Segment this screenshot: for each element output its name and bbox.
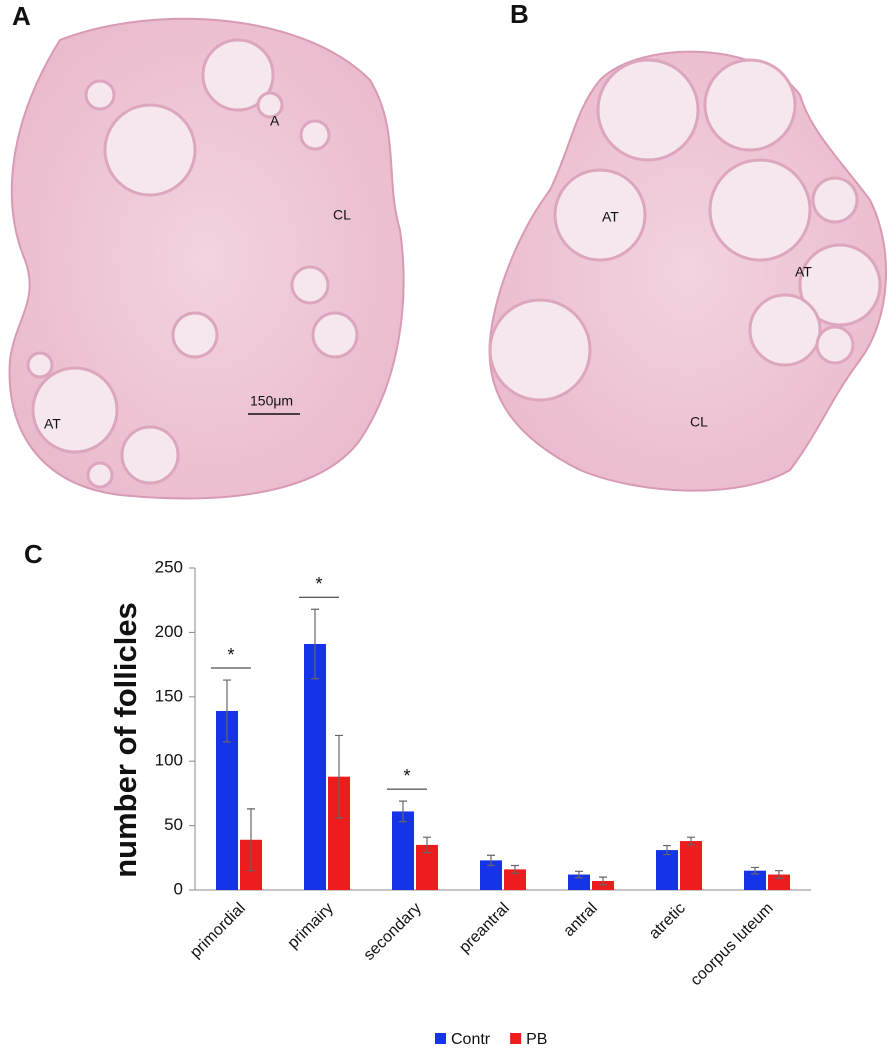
x-tick-label: primairy [285,900,337,952]
y-tick-label: 200 [155,622,183,641]
error-bar [575,870,583,879]
bar [592,880,614,890]
error-bar [687,836,695,846]
scale-bar-label: 150μm [250,393,293,409]
y-tick-label: 50 [164,815,183,834]
x-tick-label: secondary [361,900,425,964]
bar [480,860,502,890]
bar [656,850,678,890]
bar [680,841,702,890]
error-bar [663,844,671,856]
y-axis-label: number of follicles [108,602,143,878]
error-bar [247,808,255,872]
bar [768,874,790,890]
panel-letter: B [510,0,529,29]
x-tick-label: atretic [646,900,689,943]
region-label: AT [602,209,619,225]
region-label: AT [44,416,61,432]
x-tick-label: preantral [456,900,513,957]
bar [744,870,766,890]
significance-label: * [227,645,234,665]
error-bar [751,866,759,875]
error-bar [775,870,783,880]
significance-label: * [403,766,410,786]
x-tick-label: antral [560,900,600,940]
histology-a [8,17,405,500]
bar [416,844,438,890]
y-tick-label: 250 [155,557,183,576]
error-bar [487,854,495,867]
error-bar [511,864,519,874]
x-tick-label: primordial [187,900,249,962]
error-bar [311,608,319,680]
error-bar [335,734,343,819]
panel-letter: C [24,539,43,569]
region-label: CL [333,207,351,223]
error-bar [223,679,231,743]
y-tick-label: 150 [155,686,183,705]
region-label: CL [690,414,708,430]
legend-label: Contr [451,1031,491,1048]
legend-swatch [510,1033,522,1044]
legend-label: PB [526,1031,547,1048]
error-bar [399,800,407,823]
bar [328,776,350,890]
error-bar [423,836,431,854]
y-tick-label: 0 [174,879,183,898]
panel-letter: A [12,1,31,31]
bar [216,710,238,890]
bar [392,811,414,890]
error-bar [599,876,607,886]
bar [504,869,526,890]
legend-swatch [435,1033,446,1044]
region-label: AT [795,264,812,280]
x-tick-label: coorpus luteum [687,900,776,989]
bar [568,874,590,890]
region-label: A [270,113,280,129]
y-tick-label: 100 [155,751,183,770]
histology-b [488,50,888,492]
significance-label: * [315,574,322,594]
bar [304,643,326,890]
